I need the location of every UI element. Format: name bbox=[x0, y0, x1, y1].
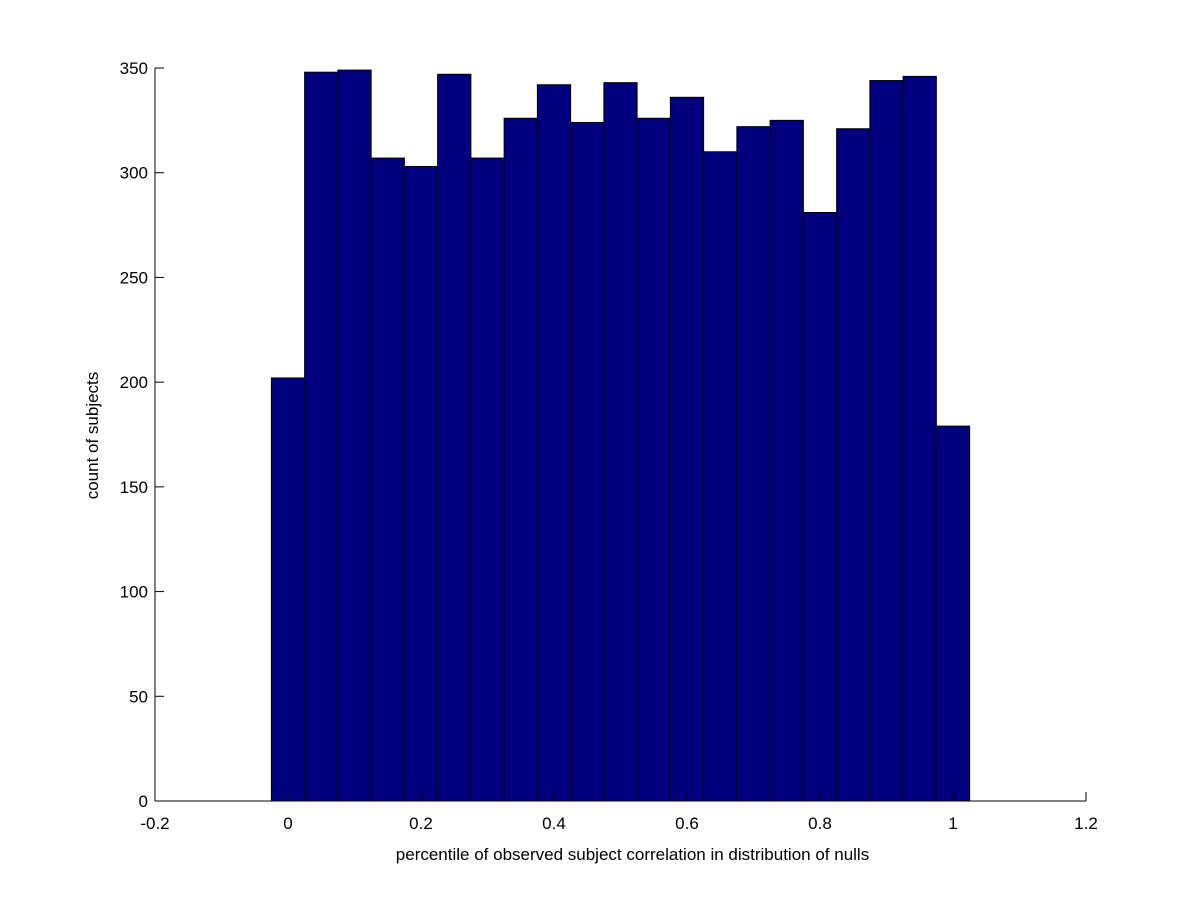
histogram-bar bbox=[370, 157, 405, 802]
labels-layer: -0.2 0 0.2 0.4 0.6 0.8 1 1.2 0 50 100 150 200 250 300 3… bbox=[120, 59, 1098, 833]
histogram-bar bbox=[603, 82, 638, 802]
y-tick-label: 200 bbox=[120, 373, 148, 392]
x-axis-title: percentile of observed subject correlati… bbox=[396, 845, 869, 864]
y-tick-label: 150 bbox=[120, 478, 148, 497]
x-tick-label: 0.4 bbox=[542, 814, 566, 833]
histogram-bar bbox=[802, 212, 838, 802]
histogram-bar bbox=[570, 121, 605, 802]
x-tick-label: 0.8 bbox=[808, 814, 832, 833]
histogram-bar bbox=[703, 151, 738, 802]
histogram-bar bbox=[304, 71, 339, 802]
y-axis-title: count of subjects bbox=[83, 372, 102, 500]
y-tick-label: 300 bbox=[120, 164, 148, 183]
histogram-bar bbox=[270, 377, 306, 802]
x-tick-label: 1 bbox=[948, 814, 957, 833]
y-tick-label: 350 bbox=[120, 59, 148, 78]
y-tick-label: 0 bbox=[139, 792, 148, 811]
histogram-bar bbox=[437, 73, 472, 802]
axes-layer bbox=[154, 67, 1087, 802]
histogram-bar bbox=[836, 128, 871, 802]
histogram-bar bbox=[935, 425, 971, 802]
bars-layer bbox=[270, 69, 971, 802]
histogram-bar bbox=[636, 117, 671, 802]
x-tick-label: 0.2 bbox=[409, 814, 433, 833]
y-tick-label: 100 bbox=[120, 583, 148, 602]
y-tick-label: 250 bbox=[120, 268, 148, 287]
histogram-bar bbox=[470, 157, 505, 802]
histogram-bar bbox=[536, 84, 572, 802]
histogram-bar bbox=[736, 126, 771, 802]
histogram-bar bbox=[669, 96, 705, 802]
histogram-bar bbox=[403, 165, 439, 802]
histogram-bar bbox=[503, 117, 538, 802]
histogram-bar bbox=[869, 80, 904, 802]
x-tick-label: 0 bbox=[283, 814, 292, 833]
histogram-bar bbox=[902, 75, 937, 802]
x-tick-label: -0.2 bbox=[140, 814, 169, 833]
x-tick-label: 1.2 bbox=[1074, 814, 1098, 833]
histogram-bar bbox=[769, 119, 804, 802]
y-tick-label: 50 bbox=[129, 687, 148, 706]
x-tick-label: 0.6 bbox=[675, 814, 699, 833]
histogram-bar bbox=[337, 69, 372, 802]
